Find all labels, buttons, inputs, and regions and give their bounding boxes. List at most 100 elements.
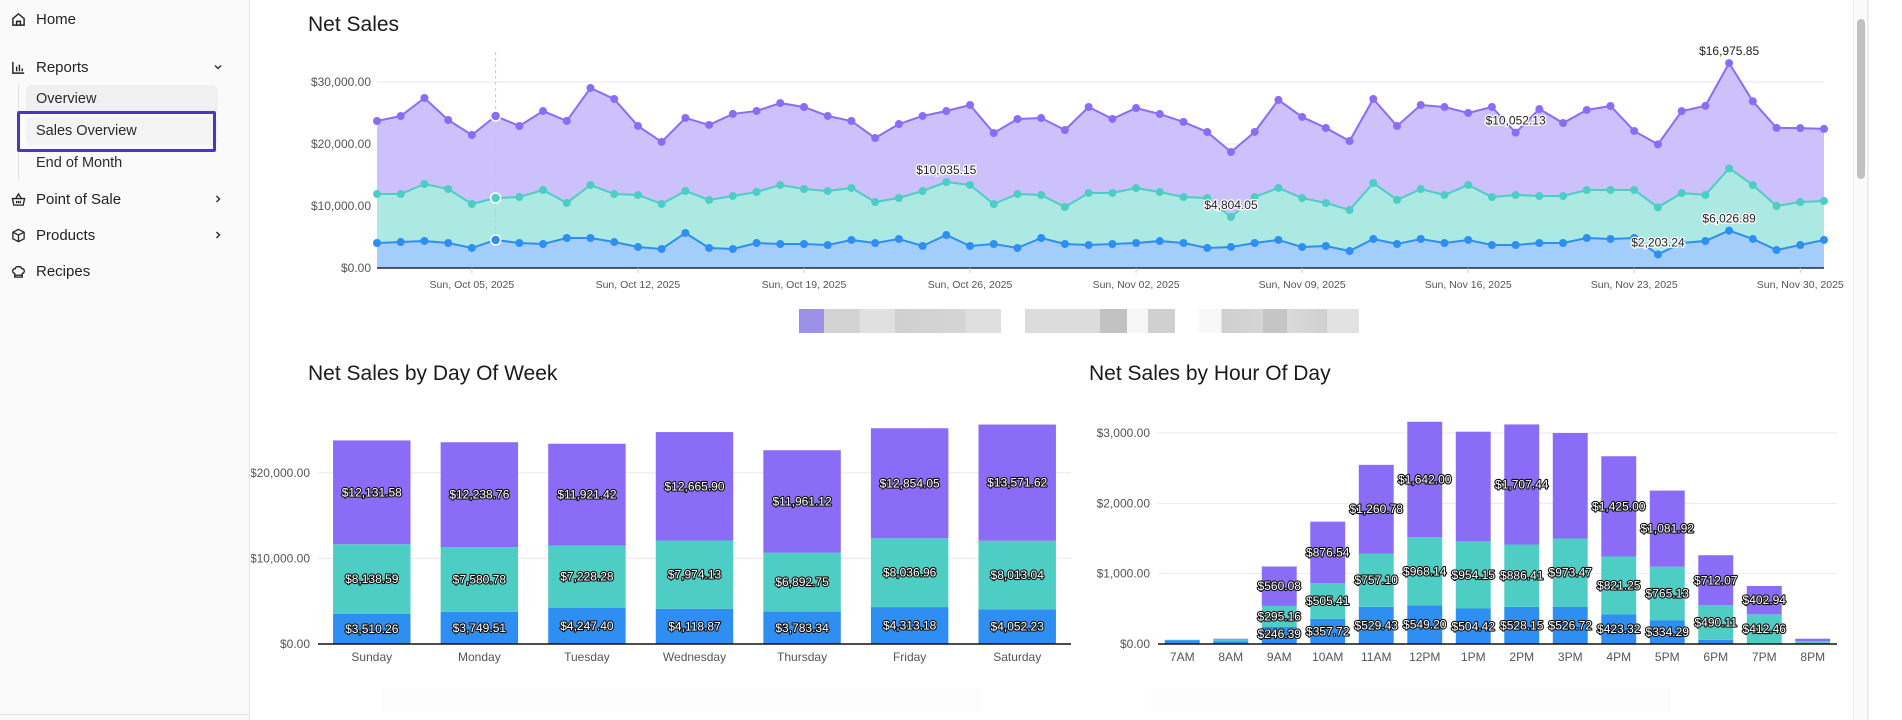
bar-segment — [1261, 566, 1297, 606]
bar-segment — [1649, 620, 1685, 644]
chevron-right-icon[interactable] — [210, 191, 226, 207]
data-point — [467, 200, 476, 209]
net-sales-area-chart[interactable]: $0.00 $10,000.00 $20,000.00 $30,000.00 Sun, … — [251, 40, 1851, 300]
bar-segment — [1552, 432, 1588, 539]
scrollbar[interactable] — [1853, 0, 1868, 720]
data-point — [539, 107, 548, 116]
scrollbar-thumb[interactable] — [1857, 19, 1865, 179]
bar-segment — [1698, 555, 1734, 606]
sidebar-item-home[interactable]: Home — [10, 5, 240, 33]
data-point — [444, 239, 453, 248]
data-label: $12,665.90 — [664, 479, 724, 493]
data-point — [1321, 123, 1330, 132]
net-sales-by-day-of-week-chart[interactable]: $0.00 $10,000.00 $20,000.00 Sunday Monday Tue… — [251, 390, 1071, 690]
legend-swatch-series-1[interactable] — [799, 309, 824, 333]
data-point — [1345, 247, 1354, 256]
sidebar-item-label: Point of Sale — [36, 190, 122, 208]
data-point — [1606, 101, 1615, 110]
bar-segment — [1407, 421, 1443, 538]
sidebar-subitem-end-of-month[interactable]: End of Month — [26, 149, 218, 177]
data-label: $246.39 — [1258, 627, 1302, 641]
x-tick-label: Sun, Nov 23, 2025 — [1591, 279, 1678, 291]
data-point — [1677, 239, 1686, 248]
data-point — [705, 243, 714, 252]
bar-segment — [1504, 606, 1540, 644]
legend-label[interactable] — [1151, 688, 1671, 712]
box-icon — [10, 227, 26, 243]
bar-segment — [1649, 566, 1685, 621]
data-point — [1155, 237, 1164, 246]
data-point — [1772, 246, 1781, 255]
bar-segment — [870, 607, 949, 644]
data-point — [1132, 184, 1141, 193]
bar-segment — [1601, 614, 1637, 644]
x-tick-label: 1PM — [1461, 650, 1486, 664]
sidebar-subitem-sales-overview[interactable]: Sales Overview — [26, 117, 218, 145]
data-label: $1,081.92 — [1641, 522, 1695, 536]
net-sales-by-hour-of-day-chart[interactable]: $0.00 $1,000.00 $2,000.00 $3,000.00 7AM 8AM 9A… — [1081, 390, 1851, 690]
data-point — [705, 120, 714, 129]
data-point — [1582, 233, 1591, 242]
sidebar-subitem-overview[interactable]: Overview — [26, 85, 218, 113]
bar-segment — [1601, 556, 1637, 615]
hour-of-day-legend[interactable] — [1151, 688, 1671, 712]
data-point — [467, 243, 476, 252]
bar-segment — [655, 432, 734, 541]
data-point — [515, 193, 524, 202]
legend-label-series-3[interactable] — [1199, 309, 1359, 333]
chevron-right-icon[interactable] — [210, 227, 226, 243]
data-point — [1393, 195, 1402, 204]
data-point — [728, 244, 737, 253]
bar-segment — [1698, 605, 1734, 640]
sidebar-item-reports[interactable]: Reports — [10, 53, 240, 81]
x-tick-label: Sun, Nov 16, 2025 — [1425, 279, 1512, 291]
data-label: $11,961.12 — [772, 494, 831, 508]
data-label: $1,425.00 — [1592, 499, 1646, 513]
legend-label-series-1[interactable] — [824, 309, 1001, 333]
data-point — [799, 102, 808, 111]
day-of-week-legend[interactable] — [381, 688, 981, 712]
area-series-1 — [377, 230, 1824, 268]
sidebar-item-recipes[interactable]: Recipes — [10, 257, 240, 285]
data-label: $1,260.78 — [1350, 502, 1404, 516]
data-point — [871, 134, 880, 143]
x-tick-label: 2PM — [1509, 650, 1534, 664]
data-point — [396, 238, 405, 247]
net-sales-legend[interactable] — [799, 309, 1359, 333]
data-point — [1037, 233, 1046, 242]
data-label: $7,974.13 — [668, 568, 722, 582]
data-label: $402.94 — [1743, 593, 1787, 607]
data-point — [989, 240, 998, 249]
data-point — [1298, 194, 1307, 203]
main-content: Net Sales $0.00 $10,000.00 $20,000.00 $30,0… — [251, 0, 1851, 720]
data-point — [515, 239, 524, 248]
chevron-down-icon[interactable] — [210, 59, 226, 75]
data-point — [681, 228, 690, 237]
data-label: $6,892.75 — [775, 575, 829, 589]
legend-label[interactable] — [381, 688, 981, 712]
x-tick-label: 9AM — [1267, 650, 1292, 664]
sidebar-item-point-of-sale[interactable]: Point of Sale — [10, 185, 240, 213]
x-tick-label: Tuesday — [564, 650, 610, 664]
data-point — [1511, 128, 1520, 137]
data-point — [1108, 188, 1117, 197]
bar-segment — [1407, 537, 1443, 606]
data-point — [1345, 206, 1354, 215]
sidebar-subitem-label: End of Month — [36, 155, 123, 171]
bar-segment — [333, 613, 411, 644]
data-label: $11,921.42 — [557, 488, 616, 502]
legend-label-series-2[interactable] — [1025, 309, 1175, 333]
data-point — [847, 116, 856, 125]
bar-segment — [1455, 608, 1491, 644]
data-point — [1440, 191, 1449, 200]
data-point — [847, 183, 856, 192]
bar-segment — [1213, 638, 1249, 640]
y-tick-label: $10,000.00 — [311, 199, 371, 213]
bar-segment — [978, 424, 1056, 541]
data-label: $821.25 — [1597, 578, 1641, 592]
x-tick-label: 11AM — [1361, 650, 1391, 664]
data-point — [894, 234, 903, 243]
sidebar-item-products[interactable]: Products — [10, 221, 240, 249]
bar-segment — [1261, 626, 1297, 644]
bar-segment — [1746, 614, 1782, 644]
